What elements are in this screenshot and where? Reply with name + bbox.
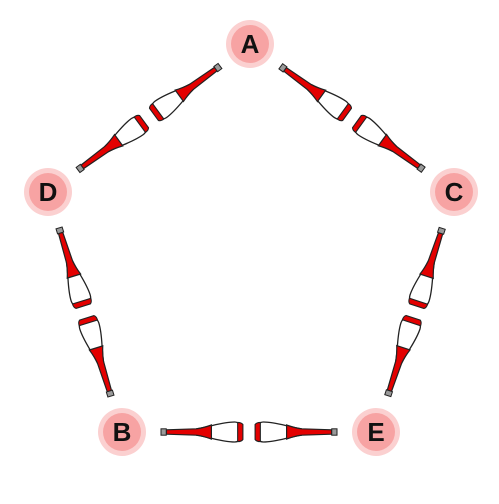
juggling-club-icon [278,63,353,122]
juggling-club-icon [55,226,92,309]
juggling-club-icon [351,114,426,173]
node-a-label: A [241,29,260,59]
juggling-club-icon [78,315,115,398]
juggling-club-icon [148,62,223,122]
node-e-label: E [367,417,384,447]
nodes-layer: A C E B D [24,20,478,456]
juggling-club-icon [408,226,446,310]
edges-layer [55,62,446,443]
edge-b-d [55,226,115,398]
node-d-label: D [39,177,58,207]
edge-a-c [278,63,426,173]
juggling-club-icon [160,421,244,443]
juggling-club-icon [384,314,422,398]
edge-c-e [384,226,446,398]
node-b: B [98,408,146,456]
juggling-club-icon [75,114,150,174]
node-d: D [24,168,72,216]
edge-d-a [75,62,223,174]
node-c-label: C [445,177,464,207]
node-b-label: B [113,417,132,447]
node-c: C [430,168,478,216]
node-e: E [352,408,400,456]
node-a: A [226,20,274,68]
juggling-club-icon [254,421,338,443]
edge-e-b [160,421,338,443]
